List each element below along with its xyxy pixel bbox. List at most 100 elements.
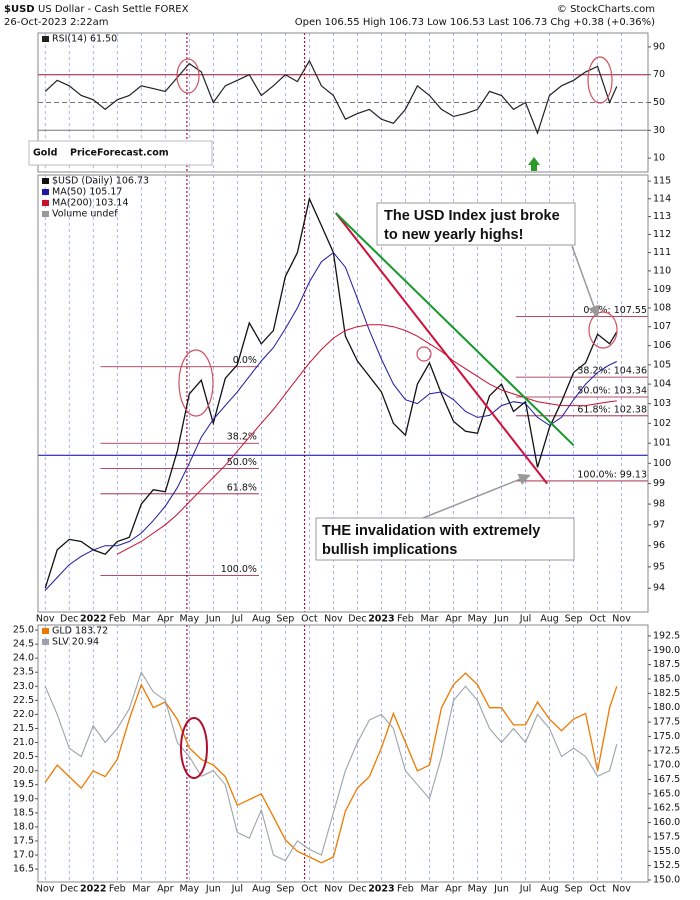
y-tick-label: 106 [653,340,671,351]
annotation: The USD Index just broke [384,208,560,224]
fib-label: 38.2% [227,432,257,443]
y-tick-label: 23.0 [13,681,34,692]
y-tick-label: 109 [653,284,671,295]
x-tick-label: Sep [276,884,294,895]
y2-tick-label: 175.0 [653,731,680,742]
x-tick-label: Sep [565,884,583,895]
fib-label: 100.0% [221,564,257,575]
fib-label: 61.8%: 102.38 [577,404,647,415]
panel: 0.0% 38.2% 50.0% 61.8% 100.0% 0.0%: 107.55 38.… [38,175,648,612]
panel-frame [37,624,649,883]
up-arrow [528,157,540,171]
fib-label: 0.0% [233,355,257,366]
y2-tick-label: 185.0 [653,673,680,684]
x-tick-label: Jun [205,614,221,625]
x-tick-label: Aug [252,884,271,895]
highlight-circle [588,311,618,349]
y-tick-label: 113 [653,211,671,222]
legend-label: SLV 20.94 [52,637,99,648]
x-tick-label: Nov [36,884,55,895]
x-tick-label: Dec [348,884,366,895]
legend-swatch [42,639,49,645]
symbol: $USD [4,4,35,15]
annotation-box [376,202,576,246]
series-line [117,324,617,555]
y-tick-label: 98 [653,499,665,510]
legend-swatch [42,36,49,42]
y-tick-label: 20.5 [13,751,34,762]
annotation: to new yearly highs! [384,227,523,243]
legend-swatch [42,200,49,206]
y2-tick-label: 157.5 [653,831,680,842]
y-tick-label: 114 [653,193,671,204]
legend-swatch [42,628,49,634]
x-tick-label: Oct [301,884,318,895]
fib-label: 100.0%: 99.13 [577,469,647,480]
y-tick-label: 22.5 [13,695,34,706]
x-tick-label: Sep [276,614,294,625]
x-tick-label: Jul [519,614,531,625]
y2-tick-label: 162.5 [653,803,680,814]
legend-swatch [42,211,49,217]
y-tick-label: 24.5 [13,639,34,650]
highlight-circle [587,56,613,104]
pointer-arrow [571,245,600,318]
trend-line [335,212,575,446]
x-tick-label: Oct [301,614,318,625]
header-title: US Dollar - Cash Settle FOREX [38,4,189,15]
y2-tick-label: 150.0 [653,874,680,885]
legend-label: $USD (Daily) 106.73 [52,176,149,187]
x-tick-label: 2022 [80,884,106,895]
legend-label: MA(50) 105.17 [52,187,122,198]
x-tick-label: Jun [205,884,221,895]
y-tick-label: 111 [653,247,671,258]
legend-label: Volume undef [52,209,118,220]
x-tick-label: Nov [36,614,55,625]
credit: © StockCharts.com [557,4,655,15]
x-tick-label: Feb [109,884,126,895]
series-line [44,670,618,862]
y-tick-label: 21.5 [13,723,34,734]
y2-tick-label: 192.5 [653,630,680,641]
x-tick-label: Mar [420,884,438,895]
x-tick-label: Aug [540,884,559,895]
y2-tick-label: 160.0 [653,817,680,828]
x-tick-label: Jul [231,614,243,625]
highlight-circle [176,58,200,94]
highlight-circle [178,349,214,417]
header-quote: Open 106.55 High 106.73 Low 106.53 Last … [295,17,655,28]
x-tick-label: Nov [612,614,631,625]
annotation: THE invalidation with extremely [322,523,540,539]
x-tick-label: Oct [589,884,606,895]
panel-frame [37,174,649,613]
x-tick-label: 2023 [368,614,394,625]
y-tick-label: 19.0 [13,793,34,804]
x-tick-label: Aug [540,614,559,625]
y-tick-label: 105 [653,359,671,370]
y2-tick-label: 152.5 [653,860,680,871]
panel [44,625,622,882]
x-tick-label: Mar [132,884,150,895]
pointer-arrow [417,473,531,521]
y-tick-label: 21.0 [13,737,34,748]
y-tick-label: 24.0 [13,653,34,664]
y-tick-label: 30 [653,125,665,136]
fib-label: 61.8% [227,482,257,493]
y-tick-label: 100 [653,458,671,469]
y-tick-label: 103 [653,398,671,409]
y-tick-label: 17.0 [13,850,34,861]
plot-layer: 10 30 50 70 90 RSI(14) 61.50 0.0% 38.2% 50.0% 61.… [13,32,680,895]
y-tick-label: 70 [653,69,665,80]
y-tick-label: 10 [653,153,665,164]
y-tick-label: 102 [653,418,671,429]
y-tick-label: 18.5 [13,807,34,818]
legend-swatch [42,178,49,184]
x-tick-label: Oct [589,614,606,625]
y-tick-label: 112 [653,229,671,240]
y2-tick-label: 165.0 [653,788,680,799]
y2-tick-label: 177.5 [653,717,680,728]
y2-tick-label: 182.5 [653,688,680,699]
legend-swatch [42,189,49,195]
x-tick-label: Apr [445,614,462,625]
